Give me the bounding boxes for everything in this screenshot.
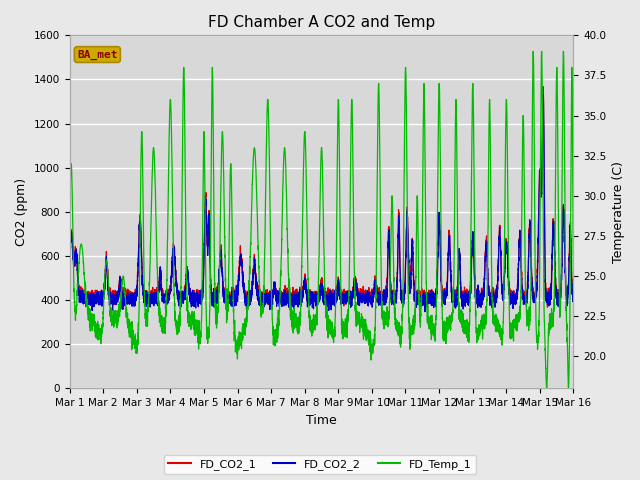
- Text: BA_met: BA_met: [77, 49, 118, 60]
- Title: FD Chamber A CO2 and Temp: FD Chamber A CO2 and Temp: [208, 15, 435, 30]
- X-axis label: Time: Time: [306, 414, 337, 427]
- Y-axis label: CO2 (ppm): CO2 (ppm): [15, 178, 28, 246]
- Legend: FD_CO2_1, FD_CO2_2, FD_Temp_1: FD_CO2_1, FD_CO2_2, FD_Temp_1: [164, 455, 476, 474]
- Y-axis label: Temperature (C): Temperature (C): [612, 161, 625, 263]
